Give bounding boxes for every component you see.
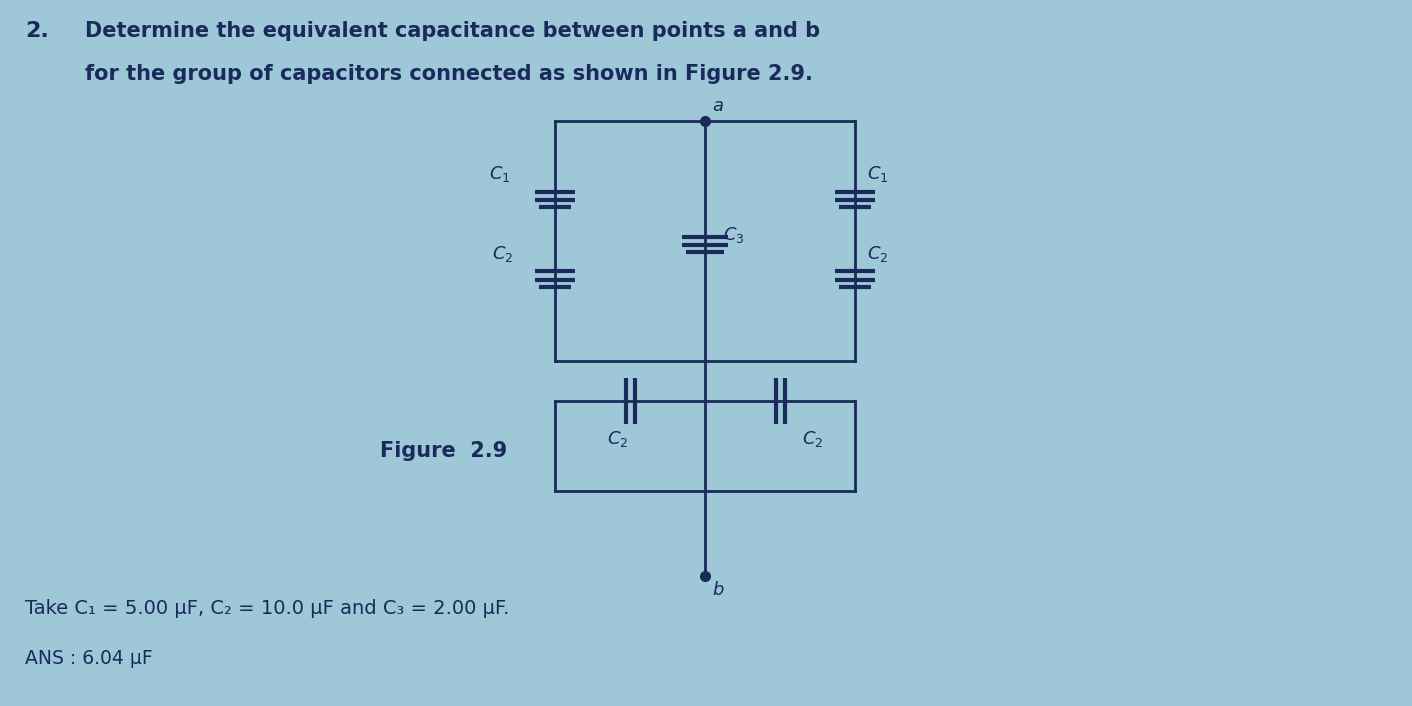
Text: $C_2$: $C_2$ (867, 244, 888, 264)
Text: for the group of capacitors connected as shown in Figure 2.9.: for the group of capacitors connected as… (85, 64, 813, 84)
Text: $C_1$: $C_1$ (490, 164, 511, 184)
Text: $C_2$: $C_2$ (493, 244, 514, 264)
Text: $C_2$: $C_2$ (802, 429, 823, 449)
Text: 2.: 2. (25, 21, 49, 41)
Text: Figure  2.9: Figure 2.9 (380, 441, 507, 461)
Text: Determine the equivalent capacitance between points a and b: Determine the equivalent capacitance bet… (85, 21, 820, 41)
Text: $b$: $b$ (712, 581, 724, 599)
Text: $C_3$: $C_3$ (723, 225, 744, 245)
Text: $C_1$: $C_1$ (867, 164, 888, 184)
Text: $a$: $a$ (712, 97, 724, 115)
Text: Take C₁ = 5.00 μF, C₂ = 10.0 μF and C₃ = 2.00 μF.: Take C₁ = 5.00 μF, C₂ = 10.0 μF and C₃ =… (25, 599, 510, 618)
Text: ANS : 6.04 μF: ANS : 6.04 μF (25, 649, 152, 668)
Text: $C_2$: $C_2$ (607, 429, 628, 449)
